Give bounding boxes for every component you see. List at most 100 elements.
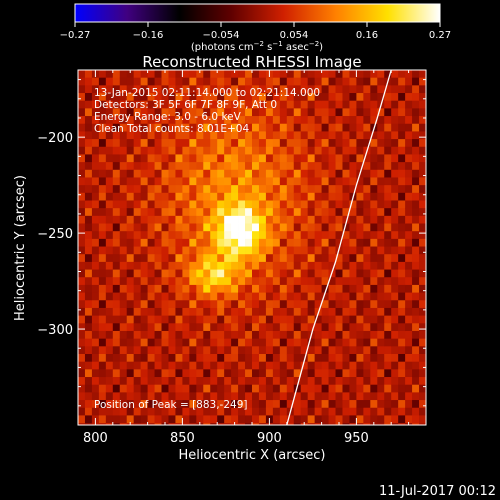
heatmap-cell [328, 77, 336, 86]
heatmap-cell [321, 377, 329, 386]
heatmap-cell [91, 338, 100, 347]
heatmap-cell [300, 116, 309, 125]
heatmap-cell [300, 346, 309, 355]
heatmap-cell [182, 215, 190, 224]
heatmap-cell [119, 284, 128, 293]
heatmap-cell [217, 407, 225, 416]
heatmap-cell [203, 85, 211, 94]
heatmap-cell [328, 185, 336, 194]
heatmap-cell [419, 292, 426, 301]
heatmap-cell [258, 400, 267, 409]
heatmap-cell [307, 384, 316, 393]
heatmap-cell [224, 131, 232, 140]
heatmap-cell [258, 154, 267, 163]
heatmap-cell [293, 85, 302, 94]
heatmap-cell [112, 85, 121, 94]
heatmap-cell [286, 392, 295, 401]
heatmap-cell [224, 77, 232, 86]
heatmap-cell [133, 292, 142, 301]
heatmap-cell [314, 131, 322, 140]
heatmap-cell [217, 93, 225, 102]
heatmap-cell [307, 277, 316, 286]
heatmap-cell [189, 215, 197, 224]
heatmap-cell [377, 300, 385, 309]
heatmap-cell [224, 361, 232, 370]
heatmap-cell [175, 261, 183, 270]
heatmap-cell [84, 154, 93, 163]
heatmap-cell [78, 185, 86, 194]
heatmap-cell [349, 361, 357, 370]
heatmap-cell [405, 200, 413, 209]
heatmap-cell [91, 254, 100, 263]
heatmap-cell [98, 392, 107, 401]
heatmap-cell [391, 369, 399, 378]
heatmap-cell [335, 369, 343, 378]
heatmap-cell [265, 238, 274, 247]
heatmap-cell [147, 200, 155, 209]
heatmap-cell [98, 238, 107, 247]
heatmap-cell [224, 269, 232, 278]
heatmap-cell [293, 300, 302, 309]
heatmap-cell [245, 93, 253, 102]
heatmap-cell [161, 292, 169, 301]
heatmap-cell [412, 162, 420, 171]
heatmap-cell [300, 384, 309, 393]
heatmap-cell [231, 192, 239, 201]
heatmap-cell [78, 162, 86, 171]
heatmap-cell [384, 330, 392, 340]
heatmap-cell [370, 116, 378, 125]
heatmap-cell [112, 369, 121, 378]
heatmap-cell [168, 354, 176, 363]
heatmap-cell [196, 108, 204, 117]
heatmap-cell [279, 208, 288, 217]
heatmap-cell [147, 131, 155, 140]
heatmap-cell [258, 338, 267, 347]
heatmap-cell [154, 254, 162, 263]
heatmap-cell [245, 269, 253, 278]
heatmap-cell [391, 254, 399, 263]
heatmap-cell [384, 139, 392, 148]
heatmap-cell [314, 223, 322, 232]
heatmap-cell [314, 423, 322, 425]
heatmap-cell [279, 415, 288, 424]
heatmap-cell [217, 423, 225, 425]
heatmap-cell [175, 338, 183, 347]
heatmap-cell [419, 338, 426, 347]
heatmap-cell [189, 315, 197, 324]
heatmap-cell [258, 346, 267, 355]
heatmap-cell [293, 346, 302, 355]
heatmap-cell [224, 330, 232, 340]
heatmap-cell [258, 123, 267, 132]
heatmap-cell [182, 254, 190, 263]
heatmap-cell [321, 284, 329, 293]
heatmap-cell [133, 261, 142, 270]
heatmap-cell [405, 330, 413, 340]
heatmap-cell [252, 323, 260, 332]
heatmap-cell [182, 223, 190, 232]
heatmap-cell [335, 208, 343, 217]
heatmap-cell [307, 154, 316, 163]
heatmap-cell [245, 77, 253, 86]
heatmap-cell [391, 415, 399, 424]
colorbar-tick-label: −0.27 [60, 30, 91, 41]
heatmap-cell [377, 231, 385, 240]
heatmap-cell [258, 284, 267, 293]
heatmap-cell [391, 323, 399, 332]
heatmap-cell [224, 85, 232, 94]
heatmap-cell [217, 307, 225, 317]
heatmap-cell [412, 146, 420, 155]
heatmap-cell [78, 177, 86, 186]
heatmap-cell [78, 246, 86, 255]
heatmap-cell [419, 185, 426, 194]
heatmap-cell [98, 108, 107, 117]
heatmap-cell [140, 315, 148, 324]
heatmap-cell [252, 261, 260, 270]
heatmap-cell [300, 323, 309, 332]
heatmap-cell [398, 338, 406, 347]
heatmap-cell [175, 200, 183, 209]
heatmap-cell [140, 154, 148, 163]
heatmap-cell [140, 277, 148, 286]
heatmap-cell [307, 400, 316, 409]
heatmap-cell [245, 123, 253, 132]
heatmap-cell [224, 369, 232, 378]
